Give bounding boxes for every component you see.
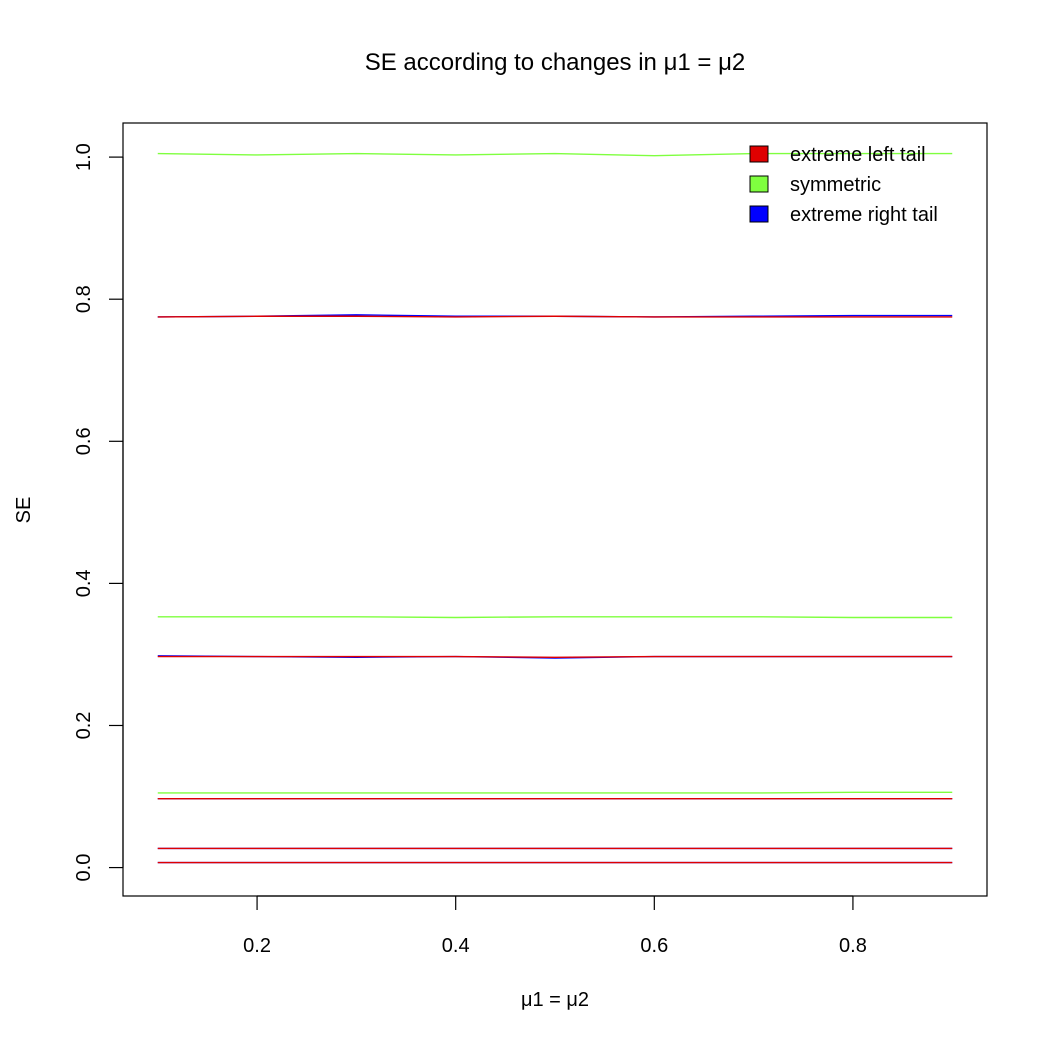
y-axis-label: SE <box>13 497 35 524</box>
chart-title: SE according to changes in μ1 = μ2 <box>365 49 746 76</box>
y-tick-label: 0.4 <box>73 569 95 597</box>
series-line-symmetric-0 <box>157 152 953 157</box>
plot-frame <box>122 122 988 897</box>
x-tick-label: 0.8 <box>839 935 867 957</box>
legend-swatch-symmetric <box>749 175 769 193</box>
legend: extreme left tail symmetric extreme right … <box>749 144 938 226</box>
y-tick-label: 0.2 <box>73 712 95 740</box>
x-tick-label: 0.6 <box>640 935 668 957</box>
legend-swatch-extreme-left-tail <box>749 145 769 163</box>
y-tick-label: 1.0 <box>73 143 95 171</box>
y-axis: 0.0 0.2 0.4 0.6 0.8 1.0 <box>73 143 124 882</box>
y-tick-label: 0.6 <box>73 427 95 455</box>
legend-label: symmetric <box>790 174 881 196</box>
legend-swatch-extreme-right-tail <box>749 205 769 223</box>
series-line-extreme-left-tail-9 <box>157 655 953 658</box>
series-layer <box>157 152 953 864</box>
legend-label: extreme left tail <box>790 144 926 166</box>
x-axis: 0.2 0.4 0.6 0.8 <box>243 895 867 957</box>
y-tick-label: 0.0 <box>73 854 95 882</box>
x-tick-label: 0.2 <box>243 935 271 957</box>
series-line-symmetric-2 <box>157 791 953 794</box>
y-tick-label: 0.8 <box>73 285 95 313</box>
series-line-symmetric-1 <box>157 616 953 619</box>
x-axis-label: μ1 = μ2 <box>521 989 589 1011</box>
x-tick-label: 0.4 <box>442 935 470 957</box>
series-line-extreme-left-tail-8 <box>157 315 953 318</box>
legend-label: extreme right tail <box>790 204 938 226</box>
